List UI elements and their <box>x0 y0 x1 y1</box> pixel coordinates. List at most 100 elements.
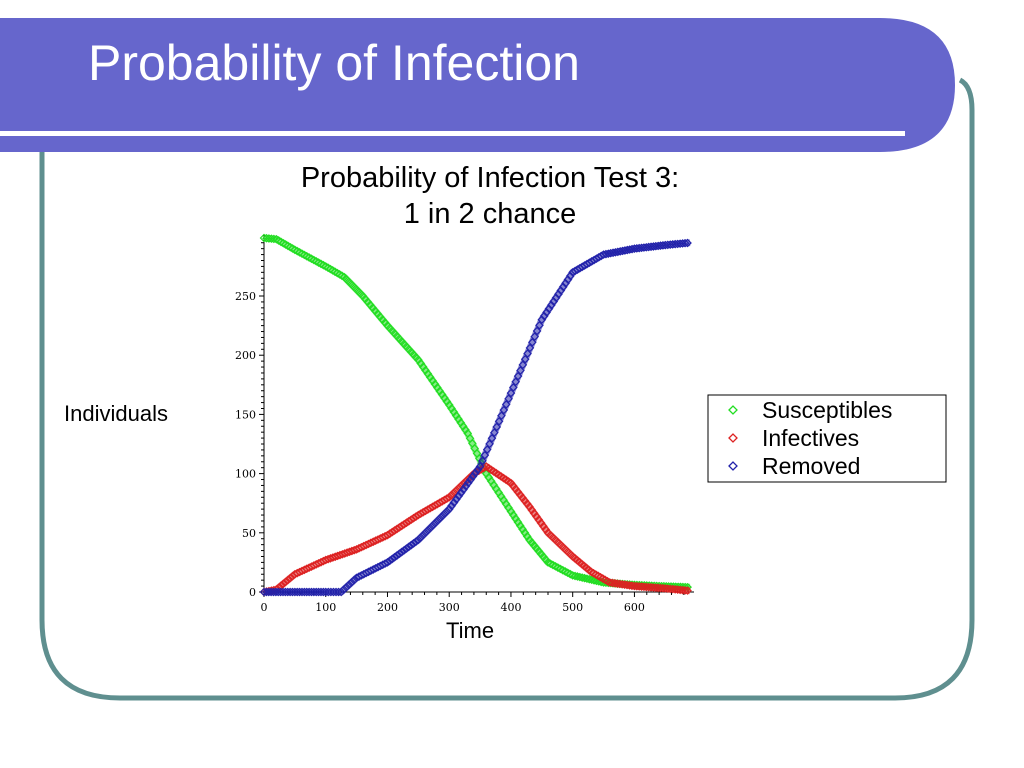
data-point <box>513 517 523 527</box>
data-point <box>461 425 470 435</box>
data-point <box>523 349 532 358</box>
data-point <box>508 510 518 520</box>
data-point <box>423 369 433 379</box>
data-point <box>444 400 454 410</box>
data-point <box>656 241 665 250</box>
data-point <box>568 571 578 580</box>
data-point <box>575 572 585 582</box>
data-point <box>632 244 642 253</box>
data-point <box>551 293 561 303</box>
data-point <box>541 525 551 534</box>
data-point <box>577 573 587 582</box>
legend-marker-infectives <box>728 433 738 443</box>
chart-title: Probability of Infection Test 3: 1 in 2 … <box>0 160 1024 232</box>
y-tick-label: 200 <box>235 349 256 362</box>
data-point <box>454 414 463 424</box>
slide-title: Probability of Infection <box>88 35 580 91</box>
data-point <box>449 407 459 417</box>
data-point <box>611 247 620 257</box>
data-point <box>665 240 675 249</box>
data-point <box>658 241 668 250</box>
data-point <box>670 239 680 249</box>
data-point <box>622 580 632 590</box>
y-tick-label: 150 <box>235 408 256 421</box>
data-point <box>499 495 508 505</box>
data-point <box>556 286 566 295</box>
data-point <box>617 579 627 589</box>
data-point <box>492 422 502 432</box>
data-point <box>486 476 496 486</box>
data-point <box>458 421 468 431</box>
data-point <box>501 499 511 509</box>
data-point <box>456 418 466 428</box>
data-point <box>663 240 673 250</box>
series-susceptibles <box>259 233 692 592</box>
data-point <box>428 376 437 386</box>
data-point <box>473 465 483 475</box>
data-point <box>630 244 639 254</box>
data-point <box>668 240 678 249</box>
y-tick-label: 100 <box>235 468 256 481</box>
data-point <box>259 233 269 243</box>
x-tick-label: 0 <box>261 601 268 614</box>
data-point <box>513 371 523 381</box>
data-point <box>539 521 548 531</box>
chart-axes: 0 50 100 150 200 250 0 100 200 300 400 500 600 <box>235 234 694 614</box>
data-point <box>501 400 511 409</box>
data-point <box>683 238 692 248</box>
title-banner <box>0 18 955 152</box>
data-point <box>497 411 506 421</box>
data-point <box>449 498 459 507</box>
data-point <box>653 241 663 251</box>
data-point <box>520 528 530 538</box>
data-point <box>470 444 480 453</box>
x-tick-label: 400 <box>500 601 521 614</box>
data-point <box>331 587 341 597</box>
data-point <box>627 581 637 591</box>
data-point <box>421 365 430 375</box>
data-point <box>442 397 452 406</box>
data-point <box>527 505 537 515</box>
data-point <box>518 524 527 534</box>
data-point <box>668 584 678 594</box>
chart-title-line-1: Probability of Infection Test 3: <box>300 162 680 194</box>
chart-title-line-2: 1 in 2 chance <box>403 198 577 230</box>
data-point <box>615 579 624 589</box>
data-point <box>522 532 532 541</box>
data-point <box>518 360 528 370</box>
y-tick-label: 0 <box>249 586 256 599</box>
legend-label-susceptibles: Susceptibles <box>762 397 892 423</box>
data-point <box>470 468 480 478</box>
data-point <box>660 584 670 593</box>
data-point <box>660 240 670 250</box>
legend-box <box>707 394 947 483</box>
x-axis-label: Time <box>446 618 494 643</box>
data-point <box>549 297 559 306</box>
data-point <box>683 586 692 595</box>
slide-border <box>39 77 975 701</box>
data-point <box>525 343 535 353</box>
data-point <box>618 246 627 256</box>
data-point <box>625 581 634 590</box>
data-point <box>535 320 544 330</box>
data-point <box>494 416 504 426</box>
data-point <box>465 434 475 443</box>
x-tick-label: 300 <box>439 601 460 614</box>
data-point <box>663 584 673 594</box>
data-point <box>472 449 482 458</box>
data-point <box>606 248 616 258</box>
data-point <box>413 355 423 365</box>
data-point <box>587 575 597 585</box>
data-point <box>584 574 594 584</box>
data-point <box>678 585 687 595</box>
data-point <box>658 583 668 593</box>
data-point <box>432 383 442 392</box>
title-underline <box>0 131 905 136</box>
data-point <box>529 508 539 518</box>
data-point <box>620 246 630 255</box>
data-point <box>480 450 490 460</box>
data-point <box>613 247 623 257</box>
data-point <box>461 481 471 491</box>
